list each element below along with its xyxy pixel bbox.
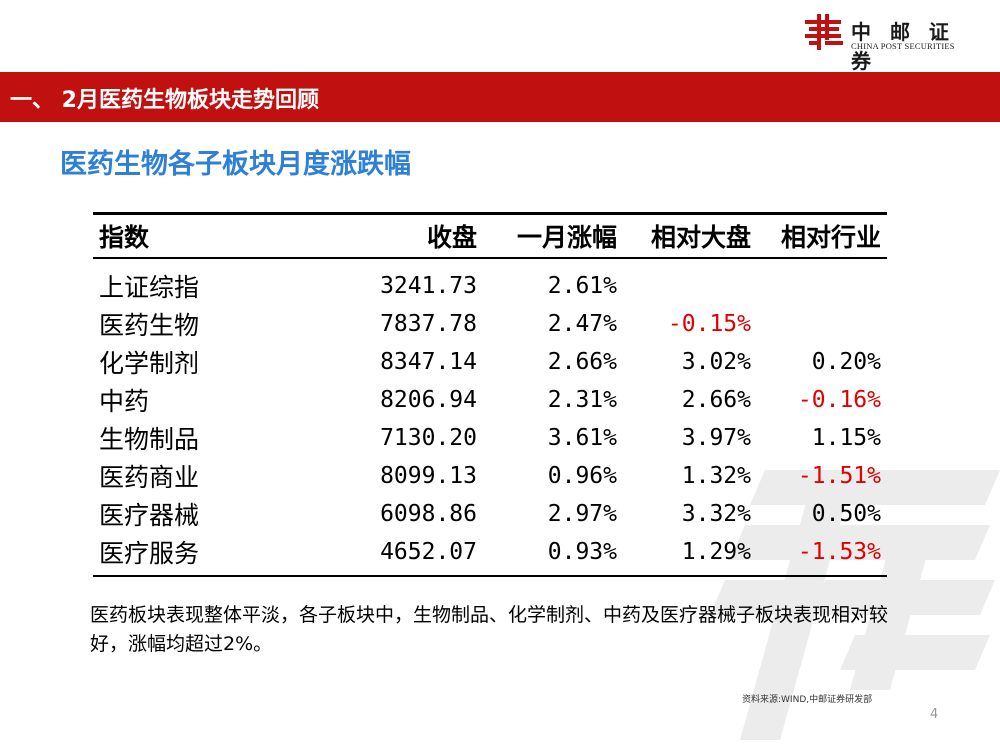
- cell-close: 3241.73: [380, 273, 477, 299]
- cell-vs-market: 3.97%: [681, 425, 751, 451]
- column-header-vs-industry: 相对行业: [757, 212, 887, 259]
- table-row: 中药 8206.94 2.31% 2.66% -0.16%: [93, 381, 887, 419]
- cell-vs-industry: -1.51%: [797, 463, 881, 489]
- brand-logo: 中 邮 证 券 CHINA POST SECURITIES: [803, 10, 983, 73]
- table-row: 医药商业 8099.13 0.96% 1.32% -1.51%: [93, 457, 887, 495]
- cell-vs-market: 1.32%: [681, 463, 751, 489]
- cell-close: 7837.78: [380, 311, 477, 337]
- cell-close: 6098.86: [380, 501, 477, 527]
- summary-text: 医药板块表现整体平淡，各子板块中，生物制品、化学制剂、中药及医疗器械子板块表现相…: [90, 604, 889, 655]
- page-number: 4: [930, 707, 939, 722]
- cell-vs-market: [623, 258, 757, 305]
- cell-index-name: 上证综指: [99, 273, 200, 302]
- table-row: 上证综指 3241.73 2.61%: [93, 258, 887, 305]
- cell-month-change: 0.93%: [483, 533, 623, 577]
- column-header-close: 收盘: [223, 212, 483, 259]
- cell-index-name: 化学制剂: [99, 349, 200, 378]
- cell-index-name: 医药商业: [99, 463, 200, 492]
- cell-vs-industry: 1.15%: [811, 425, 881, 451]
- cell-month-change: 2.66%: [547, 349, 617, 375]
- cell-close: 4652.07: [223, 533, 483, 577]
- cell-index-name: 医疗服务: [93, 533, 223, 577]
- cell-vs-industry: -0.16%: [797, 387, 881, 413]
- sub-sector-performance-table: 指数 收盘 一月涨幅 相对大盘 相对行业 上证综指 3241.73 2.61% 医药生…: [93, 212, 887, 577]
- cell-vs-market: 1.29%: [623, 533, 757, 577]
- cell-vs-industry: 0.50%: [811, 501, 881, 527]
- cell-month-change: 3.61%: [547, 425, 617, 451]
- table-row: 医疗服务 4652.07 0.93% 1.29% -1.53%: [93, 533, 887, 577]
- table-row: 医疗器械 6098.86 2.97% 3.32% 0.50%: [93, 495, 887, 533]
- cell-vs-market: 2.66%: [681, 387, 751, 413]
- cell-month-change: 2.61%: [547, 273, 617, 299]
- cell-month-change: 2.47%: [547, 311, 617, 337]
- table-header-row: 指数 收盘 一月涨幅 相对大盘 相对行业: [93, 212, 887, 259]
- cell-close: 7130.20: [380, 425, 477, 451]
- table-row: 生物制品 7130.20 3.61% 3.97% 1.15%: [93, 419, 887, 457]
- cell-close: 8206.94: [380, 387, 477, 413]
- slide-subtitle: 医药生物各子板块月度涨跌幅: [60, 149, 411, 180]
- column-header-vs-market: 相对大盘: [623, 212, 757, 259]
- cell-month-change: 2.31%: [547, 387, 617, 413]
- brand-name-cn: 中 邮 证 券: [851, 20, 955, 73]
- brand-name-en: CHINA POST SECURITIES: [851, 41, 955, 51]
- cell-index-name: 中药: [99, 387, 150, 416]
- column-header-month-change: 一月涨幅: [483, 212, 623, 259]
- cell-index-name: 生物制品: [99, 425, 200, 454]
- cell-vs-market: 3.02%: [681, 349, 751, 375]
- cell-vs-market: 3.32%: [681, 501, 751, 527]
- cell-vs-market: -0.15%: [667, 311, 751, 337]
- table-row: 化学制剂 8347.14 2.66% 3.02% 0.20%: [93, 343, 887, 381]
- cell-index-name: 医药生物: [99, 311, 200, 340]
- cell-month-change: 0.96%: [547, 463, 617, 489]
- cell-vs-industry: [757, 258, 887, 305]
- column-header-index: 指数: [93, 212, 223, 259]
- cell-vs-industry: 0.20%: [811, 349, 881, 375]
- source-note: 资料来源:WIND,中邮证券研发部: [742, 695, 873, 705]
- cell-index-name: 医疗器械: [99, 501, 200, 530]
- china-post-logo-icon: [805, 14, 843, 50]
- table-row: 医药生物 7837.78 2.47% -0.15%: [93, 305, 887, 343]
- cell-month-change: 2.97%: [547, 501, 617, 527]
- section-title: 一、 2月医药生物板块走势回顾: [10, 88, 319, 113]
- cell-close: 8347.14: [380, 349, 477, 375]
- cell-vs-industry: [757, 305, 887, 343]
- section-header-bar: 一、 2月医药生物板块走势回顾: [0, 72, 1000, 122]
- cell-close: 8099.13: [380, 463, 477, 489]
- cell-vs-industry: -1.53%: [757, 533, 887, 577]
